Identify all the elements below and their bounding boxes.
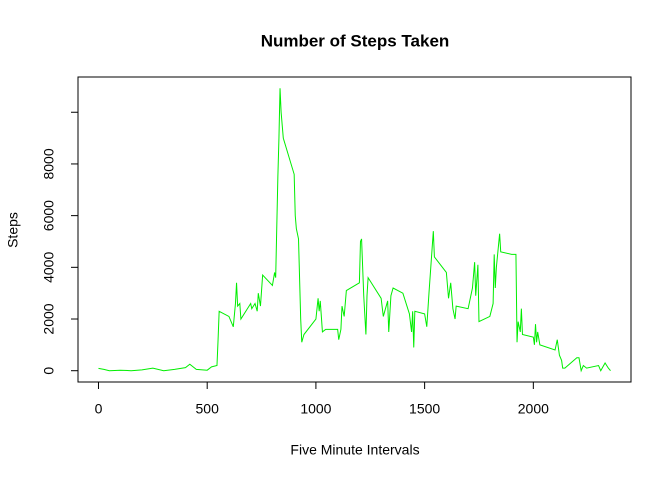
x-tick-label: 2000: [518, 401, 549, 417]
x-tick-label: 1000: [300, 401, 331, 417]
plot-box: [77, 76, 632, 383]
y-tick-label: 2000: [41, 303, 57, 334]
x-axis-label: Five Minute Intervals: [290, 442, 419, 458]
x-tick-label: 500: [196, 401, 220, 417]
y-tick-label: 6000: [41, 200, 57, 231]
y-axis-label: Steps: [5, 212, 21, 248]
chart-title: Number of Steps Taken: [261, 31, 450, 50]
x-tick-label: 1500: [409, 401, 440, 417]
data-line: [98, 88, 611, 373]
y-tick-label: 0: [41, 367, 57, 375]
y-tick-label: 4000: [41, 252, 57, 283]
x-tick-label: 0: [95, 401, 103, 417]
y-tick-label: 8000: [41, 148, 57, 179]
